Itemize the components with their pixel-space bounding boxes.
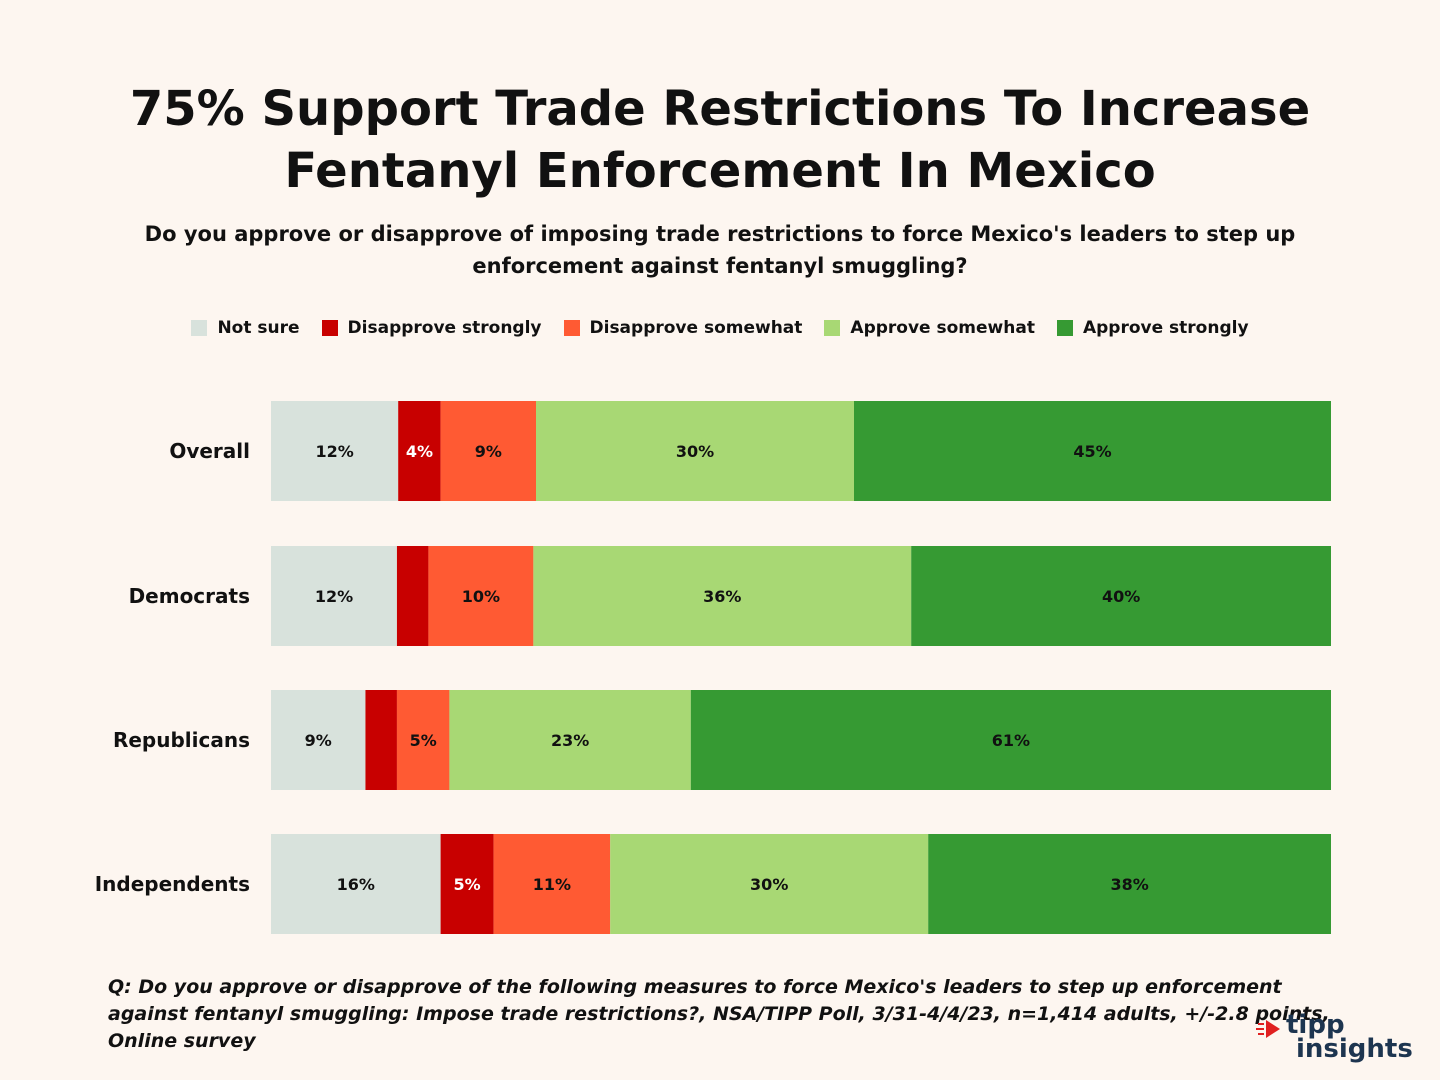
data-label-democrats-approve-strongly: 40%: [1102, 587, 1140, 606]
data-label-independents-disapprove-strongly: 5%: [454, 875, 481, 894]
legend-label-disapprove-strongly: Disapprove strongly: [347, 318, 542, 338]
bar-independents-disapprove-somewhat: [493, 834, 611, 934]
legend-label-approve-somewhat: Approve somewhat: [850, 318, 1035, 338]
bar-republicans-disapprove-somewhat: [396, 690, 450, 790]
bar-republicans-disapprove-strongly: [365, 690, 397, 790]
legend-swatch-approve-strongly: [1056, 320, 1073, 336]
data-label-republicans-approve-somewhat: 23%: [551, 731, 589, 750]
category-label-republicans: Republicans: [113, 728, 250, 752]
legend-item-approve-somewhat: Approve somewhat: [824, 318, 1035, 338]
chart-subtitle: Do you approve or disapprove of imposing…: [144, 222, 1296, 278]
bar-democrats-disapprove-somewhat: [428, 546, 534, 646]
bar-independents-approve-somewhat: [610, 834, 929, 934]
logo-arrow-icon: [1256, 1020, 1280, 1038]
legend-swatch-disapprove-somewhat: [563, 320, 580, 336]
legend-item-not-sure: Not sure: [191, 318, 300, 338]
data-label-democrats-not-sure: 12%: [315, 587, 353, 606]
data-label-independents-not-sure: 16%: [337, 875, 375, 894]
data-label-overall-disapprove-strongly: 4%: [406, 442, 433, 461]
data-label-democrats-disapprove-somewhat: 10%: [462, 587, 500, 606]
data-label-independents-disapprove-somewhat: 11%: [533, 875, 571, 894]
data-label-overall-approve-strongly: 45%: [1073, 442, 1111, 461]
category-label-independents: Independents: [95, 872, 250, 896]
data-label-democrats-approve-somewhat: 36%: [703, 587, 741, 606]
chart-title: 75% Support Trade Restrictions To Increa…: [0, 78, 1440, 202]
bar-republicans-not-sure: [271, 690, 366, 790]
legend-swatch-disapprove-strongly: [321, 320, 338, 336]
footnote: Q: Do you approve or disapprove of the f…: [108, 976, 1330, 1052]
bar-democrats-approve-somewhat: [533, 546, 912, 646]
bar-overall-disapprove-somewhat: [440, 401, 536, 501]
bar-independents-not-sure: [271, 834, 441, 934]
title-line-2: Fentanyl Enforcement In Mexico: [284, 143, 1156, 199]
bar-overall-approve-strongly: [854, 401, 1331, 501]
data-label-republicans-disapprove-somewhat: 5%: [410, 731, 437, 750]
category-label-democrats: Democrats: [129, 584, 250, 608]
legend-item-disapprove-somewhat: Disapprove somewhat: [563, 318, 803, 338]
bar-independents-disapprove-strongly: [440, 834, 494, 934]
category-label-overall: Overall: [169, 439, 250, 463]
bar-independents-approve-strongly: [928, 834, 1331, 934]
bar-democrats-approve-strongly: [911, 546, 1331, 646]
logo-text-insights: insights: [1296, 1034, 1413, 1064]
data-label-independents-approve-somewhat: 30%: [750, 875, 788, 894]
data-label-overall-disapprove-somewhat: 9%: [475, 442, 502, 461]
data-label-republicans-not-sure: 9%: [305, 731, 332, 750]
bar-overall-disapprove-strongly: [398, 401, 441, 501]
legend-item-approve-strongly: Approve strongly: [1056, 318, 1249, 338]
bar-overall-approve-somewhat: [536, 401, 854, 501]
data-label-overall-not-sure: 12%: [315, 442, 353, 461]
bar-republicans-approve-strongly: [690, 690, 1331, 790]
legend-swatch-approve-somewhat: [824, 320, 841, 336]
data-label-overall-approve-somewhat: 30%: [676, 442, 714, 461]
logo-text-tipp: tipp: [1286, 1010, 1345, 1040]
legend-label-disapprove-somewhat: Disapprove somewhat: [589, 318, 803, 338]
data-label-republicans-approve-strongly: 61%: [992, 731, 1030, 750]
data-label-independents-approve-strongly: 38%: [1110, 875, 1148, 894]
bar-democrats-disapprove-strongly: [396, 546, 429, 646]
bar-overall-not-sure: [271, 401, 399, 501]
legend-label-not-sure: Not sure: [217, 318, 300, 338]
legend-label-approve-strongly: Approve strongly: [1082, 318, 1249, 338]
legend-item-disapprove-strongly: Disapprove strongly: [321, 318, 542, 338]
legend: Not sure Disapprove strongly Disapprove …: [0, 318, 1440, 338]
tipp-insights-logo: tipp insights: [1256, 1010, 1416, 1070]
title-line-1: 75% Support Trade Restrictions To Increa…: [129, 81, 1311, 137]
bar-democrats-not-sure: [271, 546, 397, 646]
legend-swatch-not-sure: [191, 320, 208, 336]
bar-republicans-approve-somewhat: [449, 690, 691, 790]
